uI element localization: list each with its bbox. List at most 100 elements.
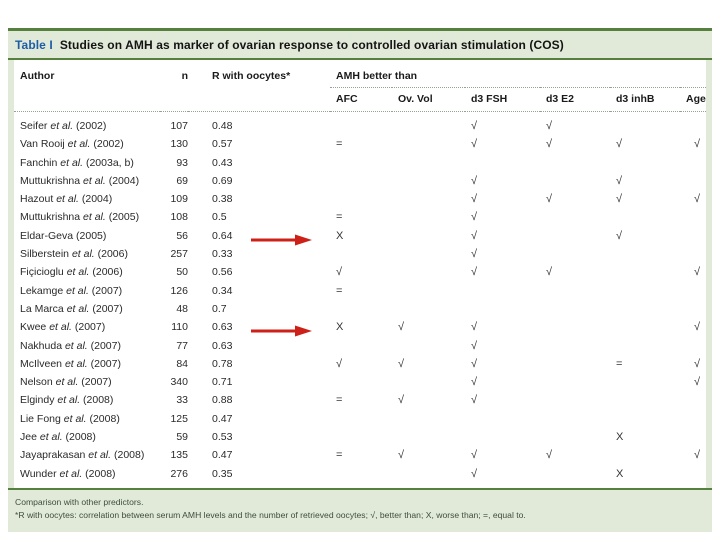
mark-cell-d3-fsh: √ (471, 193, 478, 206)
mark-cell-d3-inhb: √ (616, 138, 623, 151)
table-header: Author n R with oocytes* AMH better than… (14, 60, 706, 112)
mark-cell-d3-inhb (610, 282, 680, 300)
mark-cell-d3-fsh: √ (471, 120, 478, 132)
table-rows: Seifer et al. (2002) 107 0.48 √ √ Van Rooij e… (14, 112, 706, 483)
mark-cell-afc: √ (336, 357, 343, 370)
author-cell: Fanchin et al. (2003a, b) (20, 156, 134, 169)
table-row: Nakhuda et al. (2007) 77 0.63 √ (14, 337, 706, 355)
table-row: Nelson et al. (2007) 340 0.71 √ √ (14, 373, 706, 391)
mark-cell-d3-e2 (540, 245, 610, 263)
mark-cell-age (680, 300, 706, 318)
r-with-oocytes-cell: 0.35 (212, 467, 233, 480)
mark-cell-ov-vol: √ (398, 357, 405, 370)
r-with-oocytes-cell: 0.34 (212, 284, 233, 297)
mark-cell-d3-fsh (465, 300, 540, 318)
n-cell: 107 (170, 120, 188, 132)
r-with-oocytes-cell: 0.53 (212, 431, 233, 444)
col-subheader-d3-e2: d3 E2 (540, 87, 610, 112)
author-cell: Jee et al. (2008) (20, 431, 96, 444)
mark-cell-ov-vol (392, 410, 465, 428)
mark-cell-d3-inhb (610, 245, 680, 263)
mark-cell-d3-fsh: √ (471, 376, 478, 389)
mark-cell-d3-e2 (540, 282, 610, 300)
mark-cell-age (680, 391, 706, 409)
mark-cell-d3-inhb (610, 391, 680, 409)
mark-cell-d3-inhb: √ (616, 174, 623, 187)
mark-cell-ov-vol: √ (398, 449, 405, 462)
table-row: Eldar-Geva (2005) 56 0.64 X √ √ (14, 227, 706, 245)
r-with-oocytes-cell: 0.78 (212, 357, 233, 370)
mark-cell-ov-vol (392, 227, 465, 245)
mark-cell-d3-e2 (540, 154, 610, 172)
mark-cell-afc: X (336, 229, 344, 242)
author-cell: Silberstein et al. (2006) (20, 248, 128, 261)
table-row: Van Rooij et al. (2002) 130 0.57 = √ √ √ √ (14, 135, 706, 153)
mark-cell-d3-fsh: √ (471, 449, 478, 462)
table-row: Fanchin et al. (2003a, b) 93 0.43 (14, 154, 706, 172)
top-rule (8, 58, 712, 60)
table-row: Muttukrishna et al. (2005) 108 0.5 = √ (14, 208, 706, 226)
r-with-oocytes-cell: 0.33 (212, 248, 233, 261)
n-cell: 110 (171, 321, 188, 334)
table-row: Jee et al. (2008) 59 0.53 X (14, 428, 706, 446)
mark-cell-d3-fsh: √ (471, 248, 478, 261)
col-header-n: n (160, 60, 188, 112)
mark-cell-age: √ (693, 321, 700, 334)
n-cell: 135 (170, 449, 188, 462)
table-row: Lie Fong et al. (2008) 125 0.47 (14, 410, 706, 428)
col-header-group-amh-better-than: AMH better than (330, 60, 706, 88)
mark-cell-afc (330, 172, 392, 190)
n-cell: 50 (176, 266, 188, 279)
col-header-author: Author (14, 60, 160, 112)
r-with-oocytes-cell: 0.88 (212, 394, 233, 407)
r-with-oocytes-cell: 0.48 (212, 120, 233, 132)
mark-cell-d3-e2 (540, 428, 610, 446)
n-cell: 69 (176, 174, 188, 187)
n-cell: 340 (170, 376, 188, 389)
mark-cell-d3-fsh: √ (471, 394, 478, 407)
mark-cell-afc (330, 428, 392, 446)
mark-cell-d3-inhb (610, 263, 680, 281)
author-cell: Nelson et al. (2007) (20, 376, 112, 389)
mark-cell-d3-e2: √ (546, 193, 553, 206)
col-subheader-d3-inhb: d3 inhB (610, 87, 680, 112)
mark-cell-d3-e2 (540, 391, 610, 409)
table-row: Lekamge et al. (2007) 126 0.34 = (14, 282, 706, 300)
mark-cell-d3-fsh (465, 410, 540, 428)
mark-cell-d3-fsh: √ (471, 357, 478, 370)
n-cell: 108 (170, 211, 188, 224)
mark-cell-d3-fsh: √ (471, 229, 478, 242)
mark-cell-ov-vol (392, 245, 465, 263)
mark-cell-d3-inhb: √ (616, 229, 623, 242)
mark-cell-d3-fsh: √ (471, 174, 478, 187)
mark-cell-afc: = (336, 284, 343, 297)
r-with-oocytes-cell: 0.56 (212, 266, 233, 279)
table-row: Elgindy et al. (2008) 33 0.88 = √ √ (14, 391, 706, 409)
col-subheader-age: Age (680, 87, 706, 112)
mark-cell-age (680, 208, 706, 226)
mark-cell-age (680, 465, 706, 483)
mark-cell-ov-vol (392, 154, 465, 172)
mark-cell-d3-inhb (610, 154, 680, 172)
mark-cell-d3-fsh: √ (471, 266, 478, 279)
r-with-oocytes-cell: 0.47 (212, 412, 233, 425)
n-cell: 59 (176, 431, 188, 444)
n-cell: 84 (176, 357, 188, 370)
author-cell: Seifer et al. (2002) (20, 120, 107, 132)
mark-cell-d3-inhb (610, 208, 680, 226)
table-card: Table I Studies on AMH as marker of ovari… (8, 28, 712, 532)
col-subheader-d3-fsh: d3 FSH (465, 87, 540, 112)
mark-cell-ov-vol (392, 337, 465, 355)
mark-cell-afc (330, 410, 392, 428)
mark-cell-afc (330, 300, 392, 318)
mark-cell-d3-inhb (610, 446, 680, 464)
mark-cell-d3-inhb: X (616, 431, 624, 444)
n-cell: 93 (176, 156, 188, 169)
bottom-rule (8, 487, 712, 490)
r-with-oocytes-cell: 0.38 (212, 193, 233, 206)
col-subheader-afc: AFC (330, 87, 392, 112)
n-cell: 130 (170, 138, 188, 151)
mark-cell-d3-fsh (465, 428, 540, 446)
mark-cell-age (680, 428, 706, 446)
mark-cell-ov-vol (392, 300, 465, 318)
